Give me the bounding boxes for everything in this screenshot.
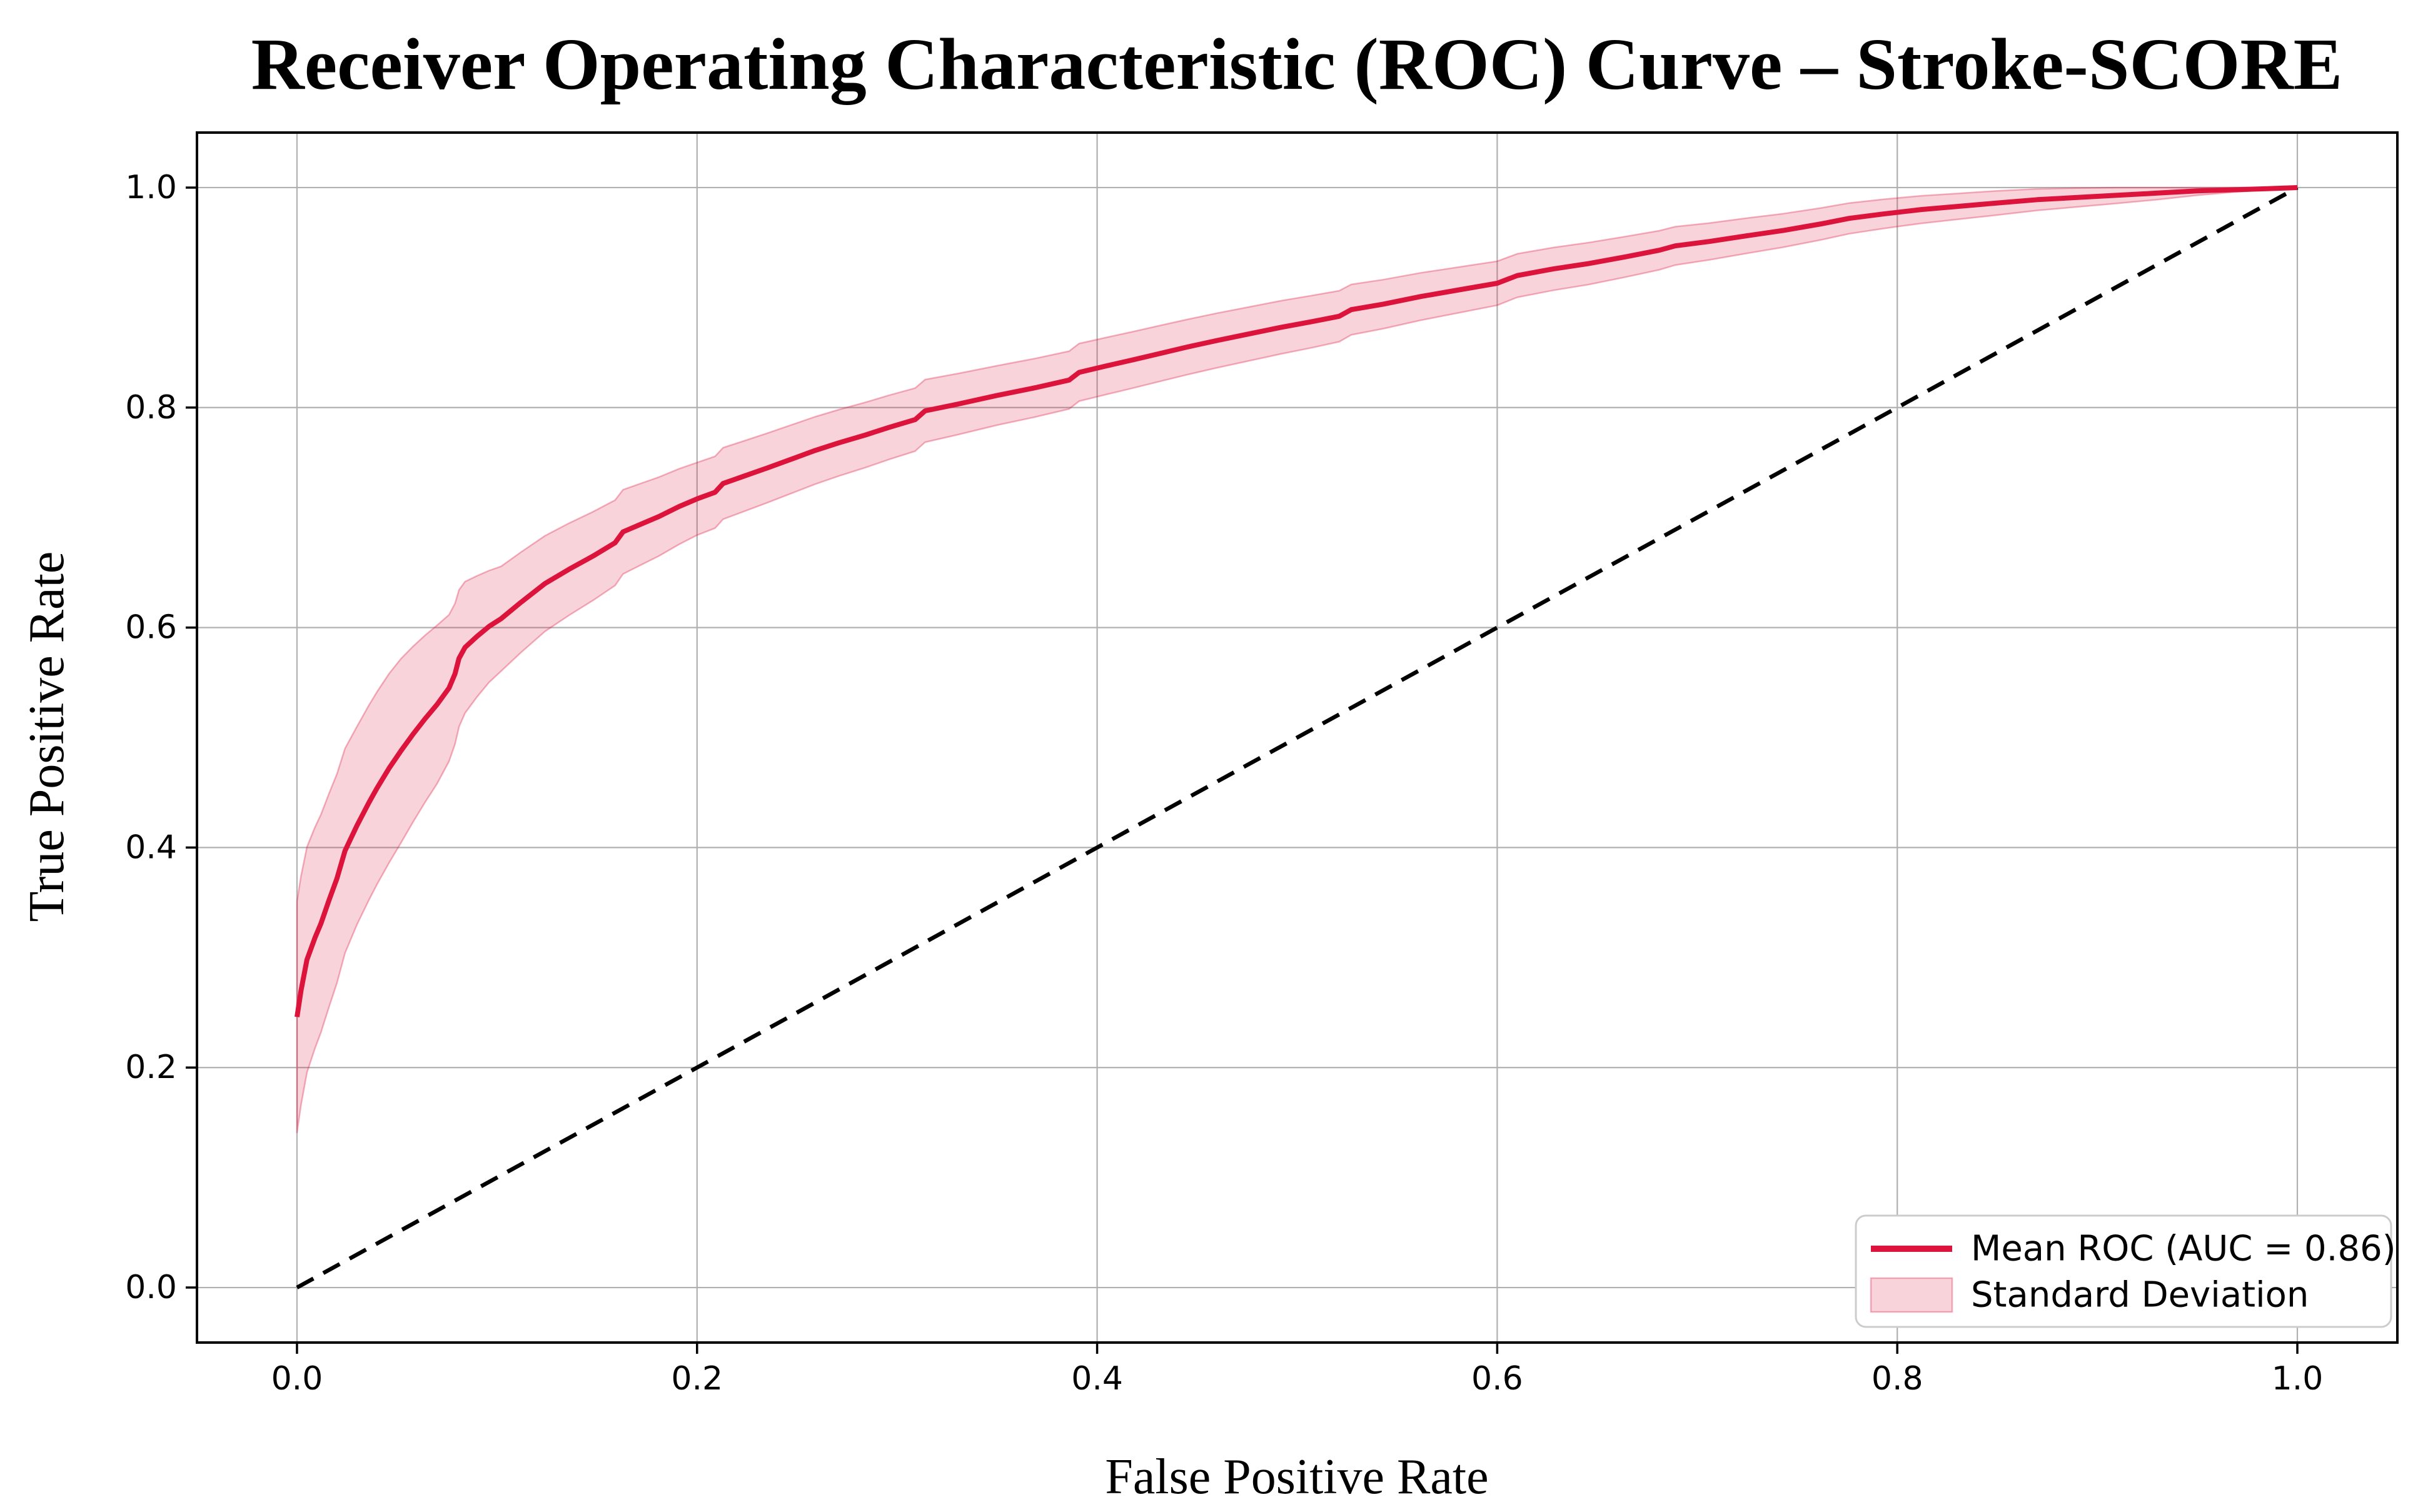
y-tick-label: 0.6: [125, 609, 177, 647]
std-deviation-band: [296, 186, 2299, 1134]
chart-title: Receiver Operating Characteristic (ROC) …: [251, 23, 2343, 105]
legend: Mean ROC (AUC = 0.86) Standard Deviation: [1855, 1214, 2396, 1328]
axis-ticks: [186, 186, 2299, 1354]
y-tick-label: 0.0: [125, 1269, 177, 1306]
y-tick-label: 1.0: [125, 169, 177, 206]
legend-roc-label: Mean ROC (AUC = 0.86): [1971, 1229, 2396, 1269]
legend-band-swatch: [1870, 1277, 1953, 1313]
y-tick-label: 0.8: [125, 389, 177, 426]
plot-border: [196, 131, 2399, 1344]
gridlines: [197, 133, 2397, 1343]
x-tick-label: 0.6: [1471, 1360, 1523, 1398]
mean-roc-curve: [295, 185, 2298, 1017]
x-tick-label: 0.4: [1071, 1360, 1123, 1398]
x-tick-label: 0.8: [1871, 1360, 1923, 1398]
x-tick-label: 0.0: [271, 1360, 323, 1398]
tick-labels: 0.0 0.2 0.4 0.6 0.8 1.0 0.0 0.2 0.4 0.6 0.8 1.0: [125, 169, 2323, 1398]
y-axis-label: True Positive Rate: [19, 552, 74, 922]
x-tick-label: 0.2: [671, 1360, 723, 1398]
series-layer: [295, 185, 2299, 1289]
legend-box: [1855, 1214, 2392, 1328]
x-axis-label: False Positive Rate: [1105, 1449, 1488, 1504]
y-tick-label: 0.2: [125, 1049, 177, 1086]
chance-diagonal-line: [296, 186, 2299, 1289]
legend-band-label: Standard Deviation: [1971, 1275, 2309, 1316]
y-tick-label: 0.4: [125, 829, 177, 866]
x-tick-label: 1.0: [2272, 1360, 2324, 1398]
